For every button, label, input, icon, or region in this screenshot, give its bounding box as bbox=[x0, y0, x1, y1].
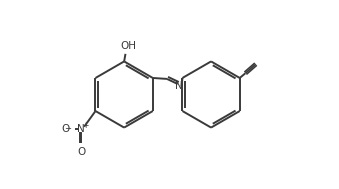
Text: O: O bbox=[62, 124, 70, 134]
Text: −: − bbox=[65, 125, 72, 133]
Text: +: + bbox=[82, 121, 89, 130]
Text: N: N bbox=[77, 124, 85, 134]
Text: N: N bbox=[175, 81, 183, 91]
Text: O: O bbox=[77, 147, 85, 156]
Text: OH: OH bbox=[120, 41, 136, 51]
